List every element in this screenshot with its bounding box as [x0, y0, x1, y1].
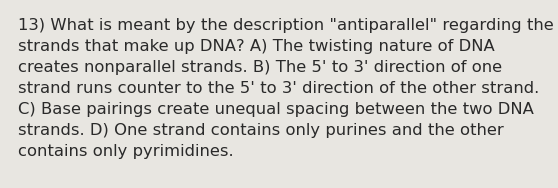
Text: 13) What is meant by the description "antiparallel" regarding the
strands that m: 13) What is meant by the description "an… — [18, 18, 554, 159]
